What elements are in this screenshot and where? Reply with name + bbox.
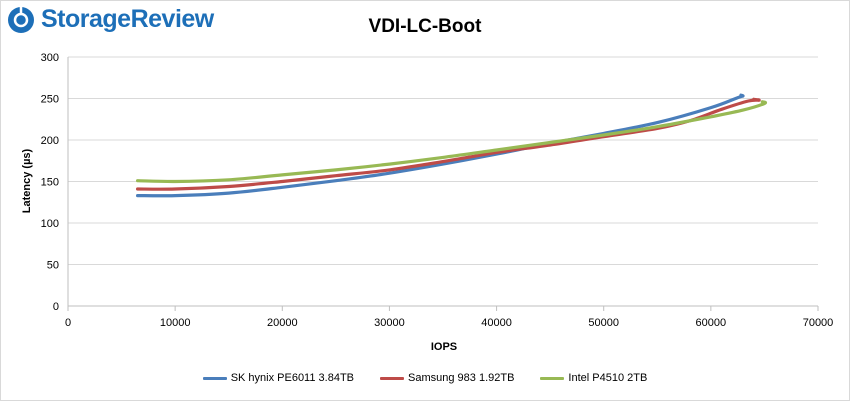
y-tick-label: 100: [41, 218, 59, 230]
y-tick-label: 150: [41, 177, 59, 189]
x-tick-label: 20000: [267, 317, 298, 329]
series-line-3: [136, 100, 768, 184]
x-tick-label: 40000: [481, 317, 512, 329]
x-tick-labels: 0 10000 20000 30000 40000 50000 60000 70000: [65, 317, 833, 329]
chart-title: VDI-LC-Boot: [369, 16, 483, 37]
legend-label: Samsung 983 1.92TB: [408, 372, 515, 384]
y-tick-label: 0: [53, 301, 59, 313]
storagereview-logo: StorageReview: [7, 4, 222, 38]
series-line-2: [136, 97, 761, 191]
legend-item-3: Intel P4510 2TB: [540, 372, 647, 384]
x-axis-label: IOPS: [431, 341, 457, 353]
series-lines: [136, 93, 768, 198]
legend-label: Intel P4510 2TB: [568, 372, 648, 384]
legend-swatch: [540, 376, 565, 380]
x-tick-label: 30000: [374, 317, 405, 329]
x-tick-label: 0: [65, 317, 71, 329]
y-tick-label: 200: [41, 135, 59, 147]
chart-legend: SK hynix PE6011 3.84TB Samsung 983 1.92TB…: [0, 372, 850, 384]
storagereview-logo-text: StorageReview: [41, 5, 214, 33]
legend-item-2: Samsung 983 1.92TB: [380, 372, 514, 384]
x-tick-label: 10000: [160, 317, 191, 329]
y-tick-label: 300: [41, 52, 59, 64]
y-tick-label: 250: [41, 94, 59, 106]
series-line-1: [136, 93, 745, 198]
y-tick-labels: 0 50 100 150 200 250 300: [41, 52, 59, 313]
x-tick-label: 50000: [588, 317, 619, 329]
legend-label: SK hynix PE6011 3.84TB: [230, 372, 355, 384]
x-tick-label: 60000: [696, 317, 727, 329]
axes: [67, 57, 819, 311]
legend-swatch: [380, 376, 405, 380]
y-axis-label: Latency (µs): [21, 148, 33, 213]
storagereview-logo-icon: [8, 7, 34, 33]
legend-swatch: [202, 376, 227, 380]
x-tick-label: 70000: [803, 317, 834, 329]
legend-item-1: SK hynix PE6011 3.84TB: [202, 372, 355, 384]
y-tick-label: 50: [47, 260, 59, 272]
